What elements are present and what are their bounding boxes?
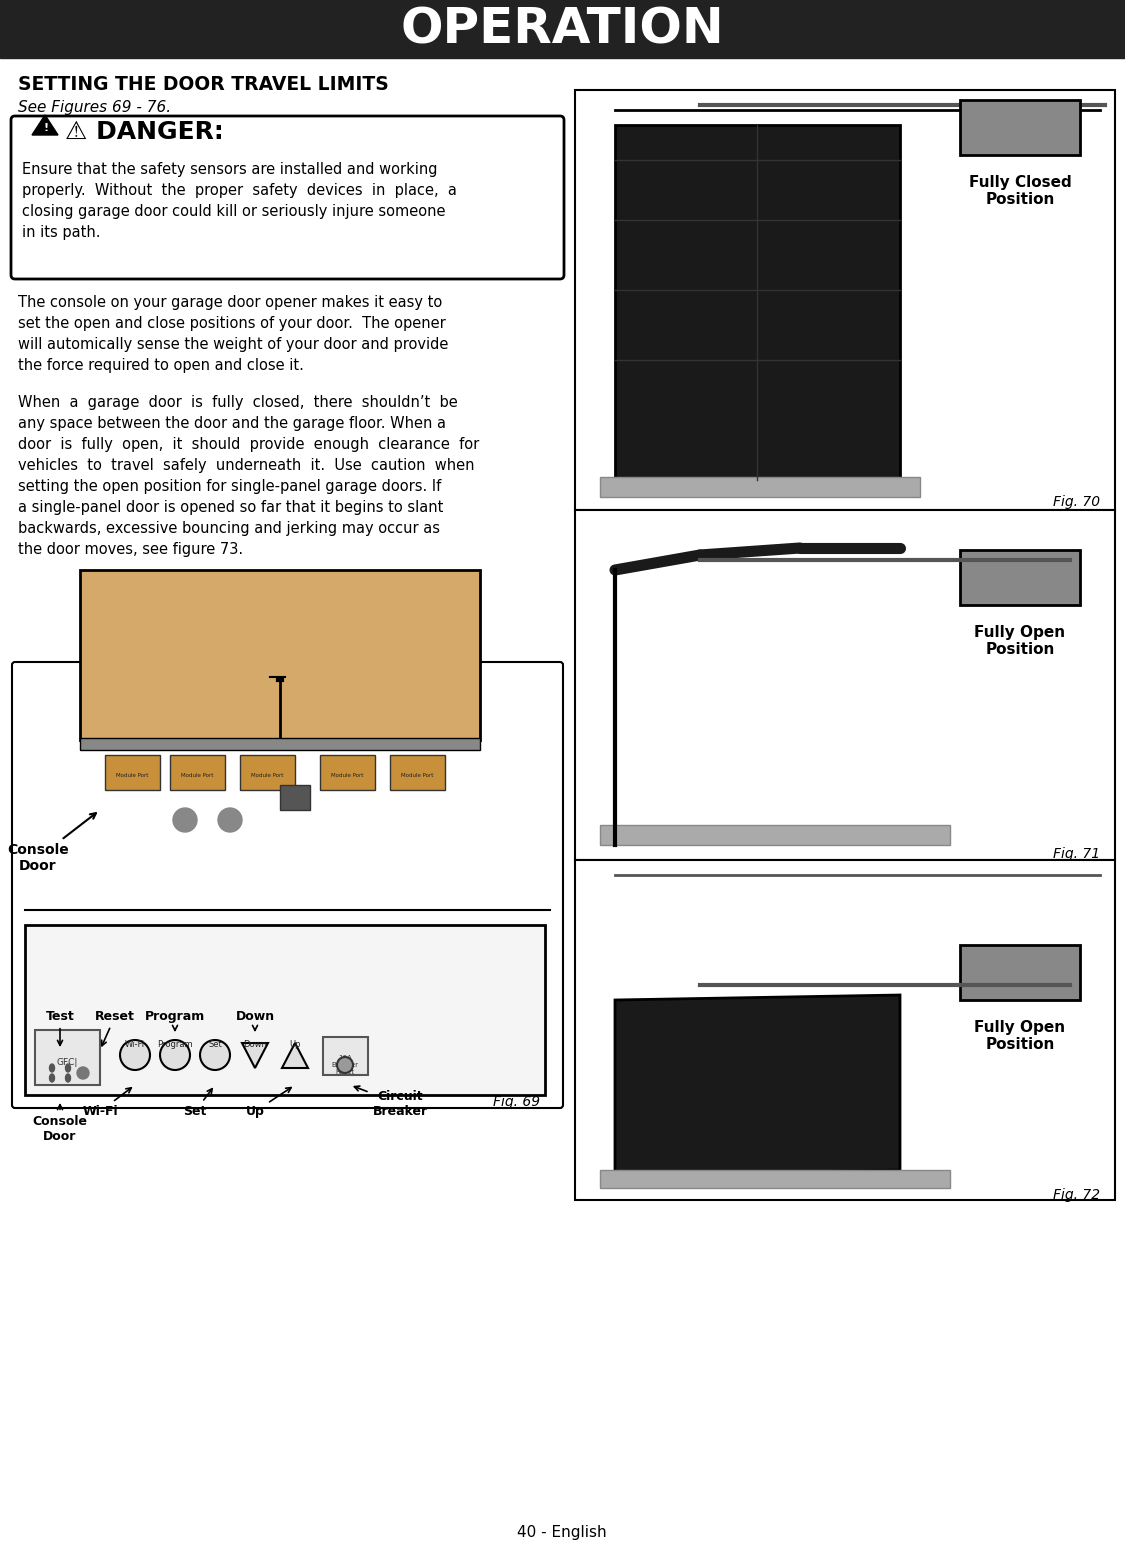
Text: Module Port: Module Port [181, 774, 214, 778]
Text: !: ! [44, 123, 48, 133]
Circle shape [173, 807, 197, 832]
Bar [575, 510, 1115, 860]
Circle shape [218, 807, 242, 832]
Text: Set: Set [208, 1040, 222, 1049]
Text: Console
Door: Console Door [33, 1105, 88, 1143]
Text: Fig. 70: Fig. 70 [1053, 495, 1100, 509]
Circle shape [120, 1040, 150, 1069]
Text: Test: Test [46, 1009, 74, 1045]
Text: Module Port: Module Port [116, 774, 148, 778]
Text: GFC|: GFC| [56, 1059, 78, 1066]
Text: Fully Closed
Position: Fully Closed Position [969, 176, 1071, 208]
Text: Module Port: Module Port [400, 774, 433, 778]
Text: The console on your garage door opener makes it easy to
set the open and close p: The console on your garage door opener m… [18, 294, 449, 373]
Bar [615, 125, 900, 479]
Bar [960, 945, 1080, 1000]
Text: Console
Door: Console Door [7, 814, 96, 874]
Text: Wi-Fi: Wi-Fi [82, 1088, 132, 1119]
Text: Module Port: Module Port [251, 774, 284, 778]
Bar [25, 925, 544, 1096]
Text: Fig. 72: Fig. 72 [1053, 1188, 1100, 1202]
Bar [105, 755, 160, 791]
Bar [960, 550, 1080, 606]
Text: Fig. 71: Fig. 71 [1053, 848, 1100, 861]
Text: When  a  garage  door  is  fully  closed,  there  shouldn’t  be
any space betwee: When a garage door is fully closed, ther… [18, 394, 479, 556]
Bar [960, 100, 1080, 156]
Bar [280, 784, 310, 811]
FancyBboxPatch shape [11, 116, 564, 279]
Bar [390, 755, 446, 791]
Text: Circuit
Breaker: Circuit Breaker [354, 1086, 428, 1119]
Text: Down: Down [243, 1040, 267, 1049]
Bar [600, 824, 950, 844]
Text: Program: Program [145, 1009, 205, 1031]
Text: Fig. 69: Fig. 69 [493, 1096, 540, 1110]
Ellipse shape [50, 1063, 54, 1073]
Bar [240, 755, 295, 791]
Text: Fully Open
Position: Fully Open Position [974, 1020, 1065, 1053]
Bar [575, 89, 1115, 510]
Text: Up: Up [289, 1040, 300, 1049]
Text: SETTING THE DOOR TRAVEL LIMITS: SETTING THE DOOR TRAVEL LIMITS [18, 76, 389, 94]
Bar [80, 738, 480, 750]
Circle shape [200, 1040, 230, 1069]
Bar [319, 755, 375, 791]
Text: OPERATION: OPERATION [400, 5, 723, 52]
Text: 40 - English: 40 - English [518, 1526, 606, 1539]
Ellipse shape [65, 1063, 71, 1073]
Polygon shape [242, 1043, 268, 1068]
Text: Down: Down [235, 1009, 274, 1031]
Bar [575, 860, 1115, 1200]
Text: Set: Set [183, 1088, 213, 1119]
Text: Ensure that the safety sensors are installed and working
properly.  Without  the: Ensure that the safety sensors are insta… [22, 162, 457, 240]
Text: ⚠ DANGER:: ⚠ DANGER: [65, 120, 224, 143]
Bar [170, 755, 225, 791]
Text: 10A
Breaker
Reset: 10A Breaker Reset [332, 1056, 359, 1076]
Circle shape [338, 1057, 353, 1073]
Text: Wi-Fi: Wi-Fi [125, 1040, 145, 1049]
Text: Fully Open
Position: Fully Open Position [974, 626, 1065, 658]
Ellipse shape [65, 1074, 71, 1082]
Bar [600, 1170, 950, 1188]
Bar [80, 570, 480, 740]
Bar [35, 1029, 100, 1085]
Polygon shape [32, 116, 58, 136]
Bar [323, 1037, 368, 1076]
Polygon shape [282, 1043, 308, 1068]
Text: See Figures 69 - 76.: See Figures 69 - 76. [18, 100, 171, 116]
FancyBboxPatch shape [12, 663, 562, 1108]
Circle shape [160, 1040, 190, 1069]
Text: Up: Up [245, 1088, 291, 1119]
Text: Module Port: Module Port [331, 774, 363, 778]
Bar [600, 478, 920, 498]
Bar [0, 0, 1125, 59]
Text: Program: Program [158, 1040, 192, 1049]
Polygon shape [615, 995, 900, 1174]
Circle shape [76, 1066, 89, 1079]
Text: Reset: Reset [94, 1009, 135, 1046]
Ellipse shape [50, 1074, 54, 1082]
